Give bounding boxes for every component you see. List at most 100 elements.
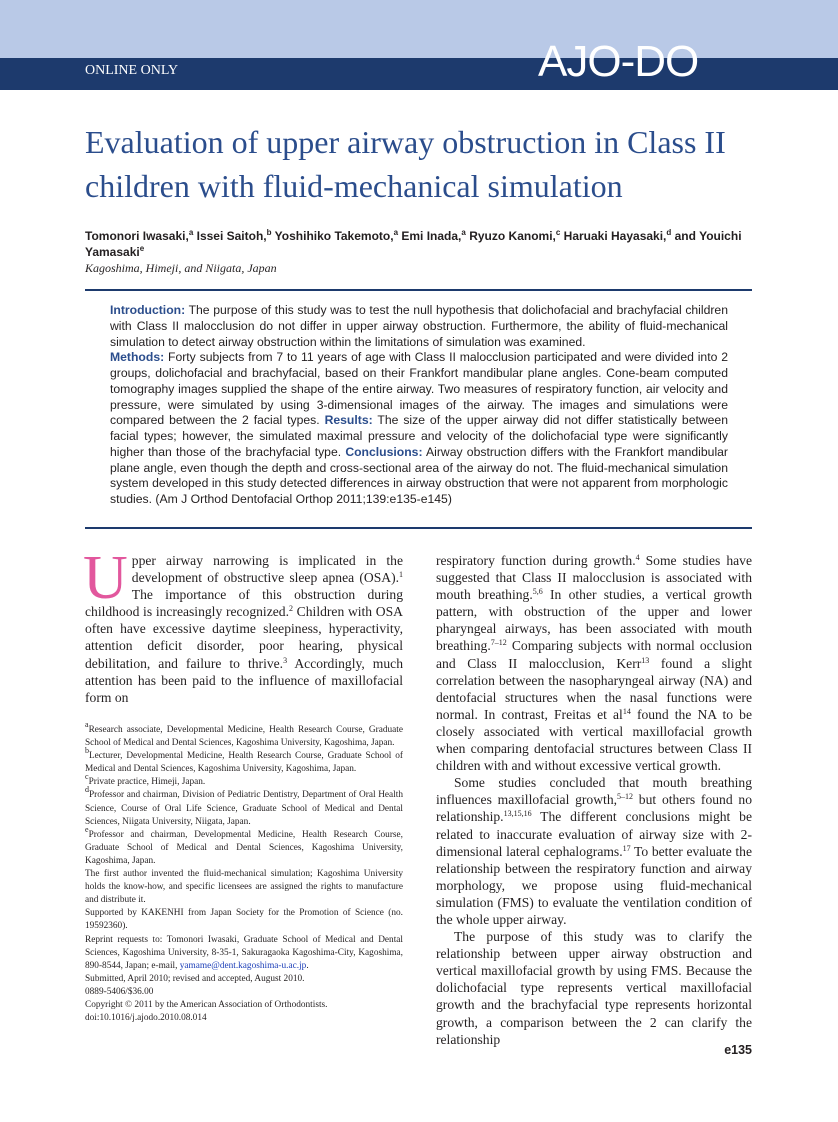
text-run: Supported by KAKENHI from Japan Society … bbox=[85, 908, 403, 932]
text-run: pper airway narrowing is implicated in t… bbox=[131, 553, 403, 586]
email-link[interactable]: yamame@dent.kagoshima-u.ac.jp bbox=[179, 960, 307, 971]
superscript: 17 bbox=[622, 843, 631, 853]
footnote: 0889-5406/$36.00 bbox=[85, 986, 403, 999]
paragraph: Some studies concluded that mouth breath… bbox=[436, 774, 752, 928]
text-run: Forty subjects from 7 to 11 years of age… bbox=[110, 350, 728, 428]
text-run: The size of the upper airway did not dif… bbox=[110, 413, 728, 459]
superscript: 3 bbox=[283, 655, 288, 665]
author-affiliation: d bbox=[666, 228, 672, 237]
body-column: respiratory function during growth.4 Som… bbox=[436, 552, 752, 1048]
footnote: eProfessor and chairman, Developmental M… bbox=[85, 825, 403, 868]
superscript: 13,15,16 bbox=[503, 809, 532, 819]
superscript: 7–12 bbox=[490, 638, 507, 648]
author: Yoshihiko Takemoto,a bbox=[274, 228, 399, 244]
abstract: Introduction: The purpose of this study … bbox=[110, 303, 728, 508]
rule bbox=[85, 527, 752, 529]
text-run: Submitted, April 2010; revised and accep… bbox=[85, 973, 305, 984]
author: and Youichi Yamasakie bbox=[85, 229, 742, 259]
text-run: In other studies, a vertical growth patt… bbox=[436, 587, 752, 654]
section-label: Results: bbox=[324, 413, 373, 428]
text-run: found a slight correlation between the n… bbox=[436, 655, 752, 722]
section-label: Methods: bbox=[110, 350, 165, 365]
text-run: Research associate, Developmental Medici… bbox=[85, 725, 403, 749]
author: Ryuzo Kanomi,c bbox=[469, 228, 561, 244]
footnote: Supported by KAKENHI from Japan Society … bbox=[85, 907, 403, 933]
text-run: Some studies have suggested that Class I… bbox=[436, 553, 752, 603]
text-run: The purpose of this study was to clarify… bbox=[436, 929, 752, 1047]
superscript: 2 bbox=[288, 604, 293, 614]
superscript: a bbox=[85, 720, 89, 729]
section-label: Introduction: bbox=[110, 303, 186, 317]
author: Tomonori Iwasaki,a bbox=[85, 228, 194, 244]
text-run: found the NA to be closely associated wi… bbox=[436, 706, 752, 774]
footnote: aResearch associate, Developmental Medic… bbox=[85, 721, 403, 750]
section-label: Conclusions: bbox=[345, 444, 423, 459]
footnote: dProfessor and chairman, Division of Ped… bbox=[85, 786, 403, 828]
text-run: 0889-5406/$36.00 bbox=[85, 986, 154, 997]
text-run: Accordingly, much attention has been pai… bbox=[85, 655, 404, 705]
abstract-paragraph: Methods: Forty subjects from 7 to 11 yea… bbox=[110, 350, 728, 508]
author-affiliation: b bbox=[266, 228, 272, 237]
text-run: The importance of this obstruction durin… bbox=[85, 587, 403, 620]
text-run: Comparing subjects with normal occlusion… bbox=[436, 638, 752, 671]
drop-cap: U bbox=[83, 544, 128, 612]
author-affiliation: a bbox=[393, 228, 399, 237]
journal-logo: AJO-DO bbox=[538, 37, 699, 86]
author: Issei Saitoh,b bbox=[196, 228, 272, 244]
author-name: Emi Inada, bbox=[401, 229, 462, 243]
location: Kagoshima, Himeji, and Niigata, Japan bbox=[85, 261, 277, 275]
text-run: Professor and chairman, Division of Pedi… bbox=[85, 790, 403, 827]
text-run: Some studies concluded that mouth breath… bbox=[436, 775, 752, 808]
superscript: 1 bbox=[399, 570, 403, 580]
text-run: To better evaluate the relationship betw… bbox=[436, 843, 752, 927]
superscript: 14 bbox=[622, 706, 631, 716]
author-name: Haruaki Hayasaki, bbox=[563, 229, 667, 243]
author: Haruaki Hayasaki,d bbox=[563, 228, 672, 244]
superscript: b bbox=[85, 746, 89, 756]
text-run: respiratory function during growth. bbox=[436, 553, 636, 568]
footnote: bLecturer, Developmental Medicine, Healt… bbox=[85, 747, 403, 776]
footnote: cPrivate practice, Himeji, Japan. bbox=[85, 773, 403, 789]
author-affiliation: c bbox=[555, 228, 561, 237]
footnote: Submitted, April 2010; revised and accep… bbox=[85, 973, 403, 986]
abstract-paragraph: Introduction: The purpose of this study … bbox=[110, 303, 728, 350]
author-name: Issei Saitoh, bbox=[196, 229, 267, 243]
header-band bbox=[0, 0, 838, 58]
text-run: Reprint requests to: Tomonori Iwasaki, G… bbox=[85, 934, 403, 971]
author-affiliation: e bbox=[139, 244, 145, 253]
header-band-dark bbox=[0, 58, 838, 90]
text-run: Private practice, Himeji, Japan. bbox=[88, 777, 206, 788]
footnote: The first author invented the fluid-mech… bbox=[85, 868, 403, 907]
text-run: The first author invented the fluid-mech… bbox=[85, 869, 403, 906]
paragraph: respiratory function during growth.4 Som… bbox=[436, 552, 752, 774]
footnotes: aResearch associate, Developmental Medic… bbox=[85, 721, 403, 1025]
superscript: 5–12 bbox=[617, 792, 634, 802]
text-run: Children with OSA often have excessive d… bbox=[85, 604, 403, 671]
author-affiliation: a bbox=[461, 228, 466, 237]
superscript: 5,6 bbox=[532, 587, 543, 597]
superscript: c bbox=[85, 772, 89, 782]
footnote: doi:10.1016/j.ajodo.2010.08.014 bbox=[85, 1012, 403, 1025]
superscript: d bbox=[85, 785, 89, 795]
superscript: e bbox=[85, 824, 89, 834]
band-label: ONLINE ONLY bbox=[85, 63, 179, 78]
text-run: doi:10.1016/j.ajodo.2010.08.014 bbox=[85, 1013, 207, 1024]
superscript: 13 bbox=[641, 655, 650, 665]
paragraph: The purpose of this study was to clarify… bbox=[436, 928, 752, 1048]
text-run: Airway obstruction differs with the Fran… bbox=[110, 444, 728, 506]
author-name: Yoshihiko Takemoto, bbox=[274, 229, 394, 243]
author-affiliation: a bbox=[188, 228, 194, 237]
text-run: Copyright © 2011 by the American Associa… bbox=[85, 999, 328, 1010]
author-name: and Youichi Yamasaki bbox=[85, 229, 742, 259]
authors: Tomonori Iwasaki,a Issei Saitoh,b Yoshih… bbox=[85, 228, 745, 260]
text-run: . bbox=[306, 960, 309, 971]
author: Emi Inada,a bbox=[401, 228, 466, 244]
rule bbox=[85, 289, 752, 291]
footnote: Copyright © 2011 by the American Associa… bbox=[85, 999, 403, 1012]
author-name: Ryuzo Kanomi, bbox=[469, 229, 556, 243]
text-run: The different conclusions might be relat… bbox=[436, 809, 752, 859]
text-run: Professor and chairman, Developmental Me… bbox=[85, 829, 403, 866]
